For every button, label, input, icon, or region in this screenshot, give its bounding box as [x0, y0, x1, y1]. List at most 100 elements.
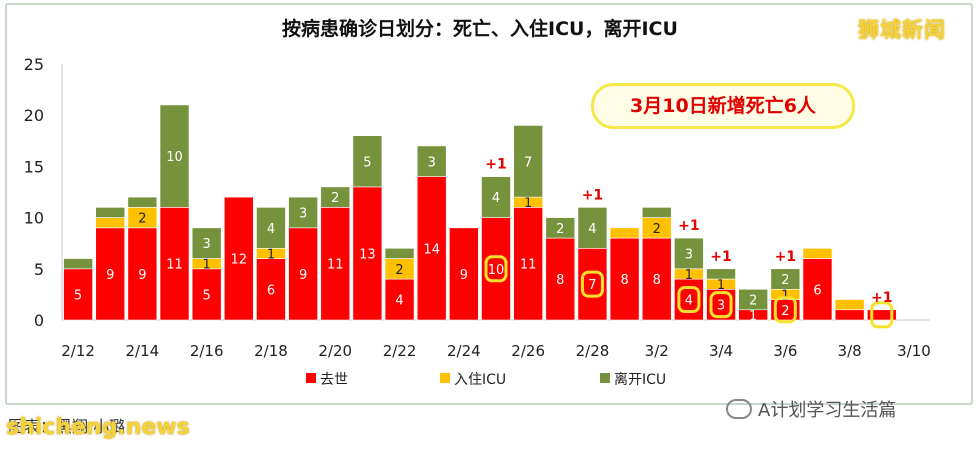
- bar-value-label: 4: [685, 294, 693, 309]
- x-tick-label: 2/14: [126, 342, 160, 360]
- bar-segment: [770, 268, 801, 290]
- bar-value-label: 5: [363, 155, 371, 170]
- bar-value-label: 11: [166, 258, 183, 273]
- y-tick-label: 10: [24, 209, 44, 228]
- bar-segment: [288, 196, 318, 229]
- bar-value-label: 12: [231, 253, 248, 268]
- x-tick-label: 2/16: [190, 342, 224, 360]
- x-tick-label: 2/22: [383, 342, 417, 360]
- bar-segment: [63, 268, 93, 321]
- increment-label: +1: [485, 157, 506, 173]
- increment-label: +1: [678, 218, 699, 234]
- x-tick-label: 2/20: [318, 342, 352, 360]
- bar-value-label: 9: [106, 268, 114, 283]
- bar-segment: [545, 237, 576, 321]
- bar-value-label: 4: [267, 222, 275, 237]
- bar-value-label: 11: [327, 258, 344, 273]
- bar-value-label: 1: [203, 258, 211, 273]
- bar-value-label: 9: [460, 268, 468, 283]
- watermark-wechat-text: A计划学习生活篇: [758, 400, 897, 421]
- watermark-wechat: A计划学习生活篇: [726, 396, 896, 422]
- bar-value-label: 7: [588, 278, 596, 293]
- bar-value-label: 10: [488, 263, 505, 278]
- bar-value-label: 9: [138, 268, 146, 283]
- bar-segment: [256, 258, 286, 321]
- bar-value-label: 3: [299, 206, 307, 221]
- bar-segment: [609, 227, 640, 239]
- bar-value-label: 3: [685, 247, 693, 262]
- circled-count-ring: [484, 255, 508, 283]
- y-tick-label: 25: [24, 55, 44, 74]
- bar-segment: [641, 237, 672, 321]
- bar-segment: [288, 227, 318, 321]
- bar-segment: [577, 207, 608, 249]
- bar-segment: [674, 237, 704, 270]
- legend-label: 离开ICU: [614, 371, 666, 388]
- bar-value-label: 1: [717, 278, 725, 293]
- bar-segment: [191, 268, 222, 321]
- bar-segment: [384, 278, 415, 321]
- bar-segment: [545, 217, 576, 239]
- bar-segment: [352, 135, 383, 188]
- bar-segment: [63, 258, 93, 270]
- chart-title: 按病患确诊日划分：死亡、入住ICU，离开ICU: [282, 18, 678, 40]
- x-tick-label: 3/4: [709, 342, 733, 360]
- bar-value-label: 3: [717, 299, 725, 314]
- bar-segment: [416, 145, 447, 177]
- y-tick-label: 20: [24, 106, 44, 125]
- bar-segment: [191, 227, 222, 259]
- circled-count-ring: [870, 301, 894, 329]
- bar-segment: [706, 268, 736, 280]
- increment-label: +1: [775, 249, 796, 265]
- bar-segment: [256, 207, 286, 249]
- bar-segment: [127, 227, 158, 321]
- bar-value-label: 2: [138, 212, 146, 227]
- increment-label: +1: [710, 249, 731, 265]
- bar-segment: [224, 196, 254, 321]
- bar-segment: [481, 176, 511, 218]
- bar-value-label: 13: [359, 247, 376, 262]
- bar-segment: [834, 309, 865, 321]
- bar-segment: [384, 248, 415, 259]
- bar-value-label: 4: [395, 294, 403, 309]
- x-tick-label: 2/12: [61, 342, 95, 360]
- legend-swatch: [440, 373, 450, 383]
- watermark-bottom: shicheng.news: [6, 415, 190, 440]
- bar-segment: [95, 217, 126, 229]
- x-tick-label: 3/8: [838, 342, 862, 360]
- circled-count-ring: [677, 286, 701, 314]
- bar-value-label: 4: [492, 191, 500, 206]
- x-tick-label: 2/24: [447, 342, 481, 360]
- annotation-banner: 3月10日新增死亡6人: [591, 83, 855, 129]
- bar-segment: [159, 207, 190, 321]
- bar-value-label: 2: [556, 222, 564, 237]
- bar-segment: [513, 125, 543, 198]
- bar-value-label: 2: [781, 304, 789, 319]
- legend-swatch: [306, 373, 316, 383]
- bar-value-label: 1: [685, 268, 693, 283]
- bar-segment: [127, 196, 158, 208]
- bar-segment: [352, 186, 383, 321]
- bar-value-label: 2: [653, 222, 661, 237]
- x-tick-label: 3/10: [897, 342, 931, 360]
- bar-segment: [738, 288, 768, 311]
- bar-segment: [320, 186, 351, 208]
- bar-value-label: 6: [813, 283, 821, 298]
- bar-segment: [802, 248, 833, 259]
- bar-value-label: 6: [267, 283, 275, 298]
- bar-segment: [159, 104, 190, 208]
- x-tick-label: 2/18: [254, 342, 288, 360]
- wechat-icon: [726, 399, 752, 419]
- bar-value-label: 11: [520, 258, 537, 273]
- bar-value-label: 5: [203, 288, 211, 303]
- bar-segment: [866, 309, 897, 321]
- bar-value-label: 8: [556, 273, 564, 288]
- circled-count-ring: [773, 296, 797, 324]
- bar-segment: [95, 207, 126, 218]
- y-tick-label: 5: [34, 260, 44, 279]
- bar-value-label: 8: [653, 273, 661, 288]
- bar-value-label: 2: [331, 191, 339, 206]
- bar-value-label: 2: [395, 263, 403, 278]
